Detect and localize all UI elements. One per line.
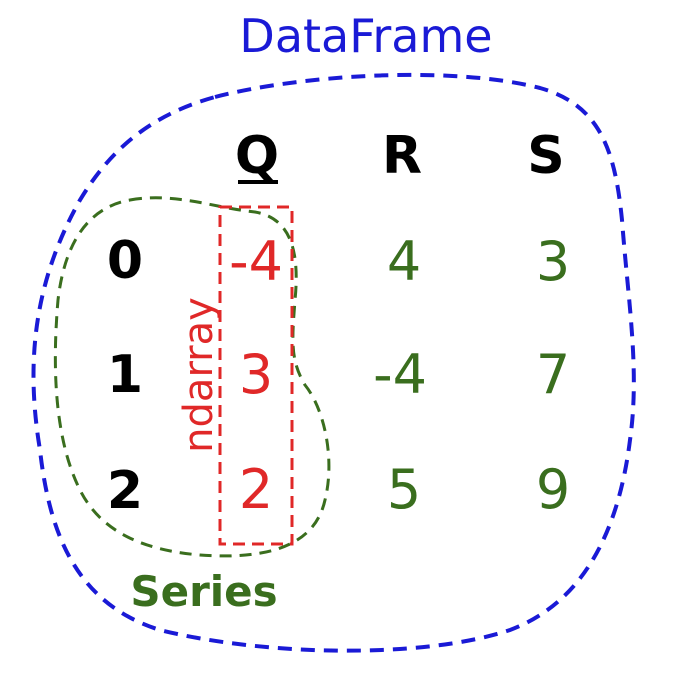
- cell-2-q: 2: [239, 458, 273, 521]
- series-label: Series: [130, 567, 277, 616]
- row-index-1: 1: [107, 345, 143, 405]
- series-outline: [53, 196, 331, 558]
- column-header-q: Q: [235, 126, 279, 186]
- cell-2-s: 9: [536, 458, 570, 521]
- cell-0-q: -4: [229, 230, 283, 293]
- dataframe-label: DataFrame: [239, 9, 492, 63]
- cell-2-r: 5: [387, 458, 421, 521]
- column-header-s: S: [527, 126, 564, 186]
- cell-0-s: 3: [536, 230, 570, 293]
- row-index-0: 0: [107, 231, 143, 291]
- column-header-r: R: [382, 126, 422, 186]
- cell-1-s: 7: [536, 343, 570, 406]
- cell-0-r: 4: [387, 230, 421, 293]
- row-index-2: 2: [107, 461, 143, 521]
- ndarray-label: ndarray: [176, 297, 222, 453]
- dataframe-outline: [31, 72, 636, 653]
- cell-1-r: -4: [373, 343, 427, 406]
- ndarray-outline: [218, 205, 294, 546]
- cell-1-q: 3: [239, 343, 273, 406]
